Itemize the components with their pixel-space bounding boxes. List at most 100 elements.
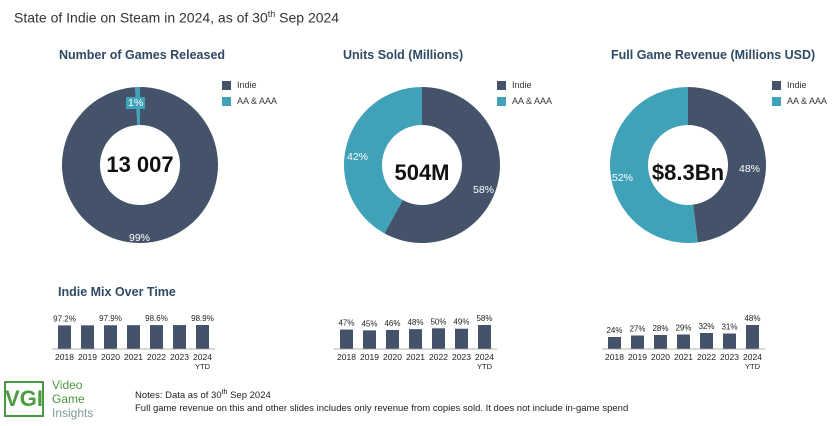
bar [631, 335, 644, 349]
logo-mark: VGI [5, 386, 43, 411]
donut-units-aa-pct: 42% [347, 151, 369, 163]
x-tick-label: 2021 [406, 352, 425, 362]
legend-item-indie: Indie [222, 77, 277, 93]
indie-slice [384, 87, 500, 243]
legend-label-indie: Indie [237, 80, 257, 90]
indie-swatch [222, 80, 231, 90]
bar-data-label: 48% [407, 318, 423, 327]
indie-slice [62, 87, 219, 244]
legend-item-indie: Indie [772, 77, 827, 93]
legend-label-aa: AA & AAA [512, 96, 553, 106]
legend-label-aa: AA & AAA [787, 96, 828, 106]
x-tick-label: 2022 [147, 352, 166, 362]
bar-data-label: 46% [384, 319, 400, 328]
bar-data-label: 58% [476, 314, 492, 323]
legend-label-indie: Indie [787, 80, 807, 90]
bar [455, 328, 468, 349]
bar-data-label: 50% [430, 317, 446, 326]
bar-data-label: 24% [606, 326, 622, 335]
x-tick-label: YTD [745, 362, 761, 371]
bar [746, 325, 759, 349]
x-tick-label: 2019 [78, 352, 97, 362]
bar-data-label: 45% [361, 319, 377, 328]
bar [386, 329, 399, 349]
bar-chart-revenue-mix: 24% 2018 27% 2019 28% 2020 29% 2021 32% 2022 31% 20… [602, 314, 765, 371]
donut-center-revenue: $8.3Bn [651, 160, 725, 185]
legend-item-aa: AA & AAA [222, 93, 277, 109]
donut-revenue-indie-pct: 48% [739, 163, 761, 175]
legend-units: Indie AA & AAA [497, 77, 552, 109]
x-tick-label: 2018 [55, 352, 74, 362]
bar [196, 325, 209, 349]
bar [363, 330, 376, 349]
donut-chart-revenue [610, 87, 767, 243]
bar [104, 325, 117, 349]
bar-data-label: 97.2% [53, 314, 76, 323]
legend-item-aa: AA & AAA [772, 93, 827, 109]
donut-title-units: Units Sold (Millions) [343, 48, 464, 62]
legend-revenue: Indie AA & AAA [772, 77, 827, 109]
bar [340, 329, 353, 349]
donut-title-revenue: Full Game Revenue (Millions USD) [611, 48, 816, 62]
bar [81, 325, 94, 349]
x-tick-label: 2021 [674, 352, 693, 362]
x-tick-label: 2018 [605, 352, 624, 362]
logo-wordmark: Video Game Insights [52, 378, 93, 420]
aa-slice [610, 87, 698, 243]
aa-swatch [772, 96, 781, 106]
x-tick-label: 2024 [475, 352, 494, 362]
bar [478, 325, 491, 349]
bar-data-label: 29% [675, 324, 691, 333]
donut-center-games: 13 007 [106, 152, 174, 177]
notes-line-2: Full game revenue on this and other slid… [135, 403, 629, 414]
bar-data-label: 98.6% [145, 314, 168, 323]
bar-chart-units-mix: 47% 2018 45% 2019 46% 2020 48% 2021 50% 2022 49% 20… [334, 314, 497, 371]
logo-line-game: Game [52, 392, 85, 406]
bar [409, 329, 422, 349]
aa-swatch [222, 96, 231, 106]
donut-games-aa-pct: 1% [126, 97, 146, 109]
x-tick-label: 2019 [628, 352, 647, 362]
indie-swatch [497, 80, 506, 90]
legend-label-indie: Indie [512, 80, 532, 90]
legend-label-aa: AA & AAA [237, 96, 278, 106]
bar [654, 335, 667, 349]
donut-title-games: Number of Games Released [59, 48, 226, 62]
indie-swatch [772, 80, 781, 90]
bar-data-label: 48% [744, 314, 760, 323]
logo-line-insights: Insights [52, 406, 94, 420]
bar-data-label: 28% [652, 324, 668, 333]
indie-slice [688, 87, 767, 243]
bar [700, 333, 713, 349]
bar [432, 328, 445, 349]
bar [150, 325, 163, 349]
bar [127, 325, 140, 349]
x-tick-label: 2021 [124, 352, 143, 362]
x-tick-label: 2023 [720, 352, 739, 362]
logo-line-video: Video [52, 378, 83, 392]
donut-center-units: 504M [394, 160, 450, 185]
bar-data-label: 32% [698, 322, 714, 331]
x-tick-label: 2023 [170, 352, 189, 362]
x-tick-label: 2024 [743, 352, 762, 362]
x-tick-label: 2020 [383, 352, 402, 362]
x-tick-label: 2018 [337, 352, 356, 362]
bar-data-label: 49% [453, 318, 469, 327]
x-tick-label: 2020 [651, 352, 670, 362]
donut-units-indie-pct: 58% [473, 184, 495, 196]
x-tick-label: 2022 [697, 352, 716, 362]
x-tick-label: 2024 [193, 352, 212, 362]
indie-mix-title: Indie Mix Over Time [58, 285, 176, 299]
bar [58, 325, 71, 349]
bar [677, 334, 690, 349]
page-title: State of Indie on Steam in 2024, as of 3… [14, 9, 340, 26]
aa-swatch [497, 96, 506, 106]
vgi-logo: VGI [4, 381, 44, 417]
legend-item-indie: Indie [497, 77, 552, 93]
bar-data-label: 97.9% [99, 314, 122, 323]
bar-chart-games-mix: 97.2% 2018 2019 97.9% 2020 2021 98.6% 2022 2023 9… [52, 314, 215, 371]
aa-slice [344, 87, 422, 234]
donut-revenue-aa-pct: 52% [612, 172, 634, 184]
bar [173, 325, 186, 349]
x-tick-label: 2023 [452, 352, 471, 362]
